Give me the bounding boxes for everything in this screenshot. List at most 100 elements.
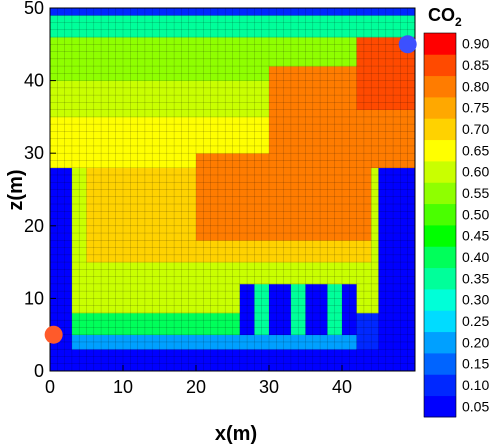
heatmap-cell: [283, 269, 292, 277]
heatmap-cell: [247, 131, 255, 140]
heatmap-cell: [356, 87, 365, 96]
heatmap-cell: [174, 189, 182, 198]
heatmap-cell: [269, 138, 277, 147]
heatmap-cell: [217, 8, 226, 16]
heatmap-cell: [407, 124, 416, 132]
heatmap-cell: [152, 87, 160, 96]
heatmap-cell: [108, 247, 117, 256]
heatmap-cell: [407, 320, 416, 328]
heatmap-cell: [57, 145, 65, 154]
heatmap-cell: [108, 160, 117, 169]
heatmap-cell: [400, 283, 409, 292]
heatmap-cell: [137, 29, 146, 38]
heatmap-cell: [239, 334, 248, 343]
heatmap-cell: [385, 15, 394, 23]
heatmap-cell: [320, 160, 328, 169]
heatmap-cell: [144, 349, 153, 357]
heatmap-cell: [298, 15, 306, 23]
heatmap-cell: [174, 95, 182, 103]
heatmap-cell: [144, 44, 153, 52]
heatmap-cell: [86, 87, 95, 96]
heatmap-cell: [225, 298, 233, 307]
heatmap-cell: [86, 218, 95, 227]
heatmap-cell: [130, 363, 138, 372]
heatmap-cell: [327, 160, 336, 169]
heatmap-cell: [115, 247, 124, 256]
heatmap-cell: [269, 182, 277, 190]
heatmap-cell: [50, 298, 58, 307]
heatmap-cell: [101, 160, 109, 169]
heatmap-cell: [320, 189, 328, 198]
heatmap-cell: [349, 218, 357, 227]
heatmap-cell: [108, 341, 117, 350]
heatmap-cell: [356, 15, 365, 23]
heatmap-cell: [327, 73, 336, 81]
heatmap-cell: [334, 356, 343, 365]
heatmap-cell: [349, 66, 357, 74]
heatmap-cell: [320, 102, 328, 110]
heatmap-cell: [108, 276, 117, 285]
heatmap-cell: [232, 189, 241, 198]
heatmap-cell: [57, 174, 65, 183]
heatmap-cell: [144, 58, 153, 67]
heatmap-cell: [378, 291, 387, 299]
heatmap-cell: [320, 167, 328, 176]
heatmap-cell: [305, 145, 314, 154]
heatmap-cell: [312, 174, 321, 183]
heatmap-cell: [342, 218, 350, 227]
heatmap-cell: [349, 247, 357, 256]
heatmap-cell: [152, 22, 160, 31]
heatmap-cell: [334, 66, 343, 74]
heatmap-cell: [93, 8, 102, 16]
heatmap-cell: [181, 276, 190, 285]
heatmap-cell: [239, 102, 248, 110]
heatmap-cell: [261, 298, 270, 307]
heatmap-cell: [385, 95, 394, 103]
heatmap-cell: [247, 233, 255, 241]
heatmap-cell: [334, 240, 343, 248]
heatmap-cell: [64, 73, 73, 81]
heatmap-cell: [269, 349, 277, 357]
heatmap-cell: [93, 196, 102, 205]
heatmap-cell: [137, 160, 146, 169]
heatmap-cell: [320, 138, 328, 147]
heatmap-cell: [57, 51, 65, 60]
heatmap-cell: [385, 254, 394, 263]
heatmap-cell: [371, 87, 379, 96]
heatmap-cell: [400, 153, 409, 161]
heatmap-cell: [203, 153, 211, 161]
heatmap-cell: [174, 174, 182, 183]
heatmap-cell: [210, 80, 219, 89]
heatmap-cell: [203, 87, 211, 96]
heatmap-cell: [86, 291, 95, 299]
heatmap-cell: [254, 262, 263, 270]
heatmap-cell: [305, 240, 314, 248]
heatmap-cell: [298, 291, 306, 299]
heatmap-cell: [86, 363, 95, 372]
heatmap-cell: [210, 320, 219, 328]
heatmap-cell: [400, 58, 409, 67]
heatmap-cell: [327, 145, 336, 154]
heatmap-cell: [400, 138, 409, 147]
heatmap-cell: [261, 334, 270, 343]
heatmap-cell: [64, 51, 73, 60]
heatmap-cell: [152, 349, 160, 357]
heatmap-cell: [247, 269, 255, 277]
heatmap-cell: [57, 356, 65, 365]
heatmap-cell: [86, 204, 95, 212]
heatmap-cell: [239, 276, 248, 285]
heatmap-cell: [50, 283, 58, 292]
heatmap-cell: [342, 174, 350, 183]
heatmap-cell: [115, 102, 124, 110]
heatmap-cell: [320, 44, 328, 52]
heatmap-cell: [407, 174, 416, 183]
heatmap-cell: [393, 167, 401, 176]
heatmap-cell: [137, 8, 146, 16]
heatmap-cell: [393, 218, 401, 227]
legend-label: 0.35: [462, 270, 489, 286]
heatmap-cell: [334, 298, 343, 307]
heatmap-cell: [123, 240, 131, 248]
heatmap-cell: [217, 29, 226, 38]
heatmap-cell: [137, 254, 146, 263]
heatmap-cell: [93, 22, 102, 31]
